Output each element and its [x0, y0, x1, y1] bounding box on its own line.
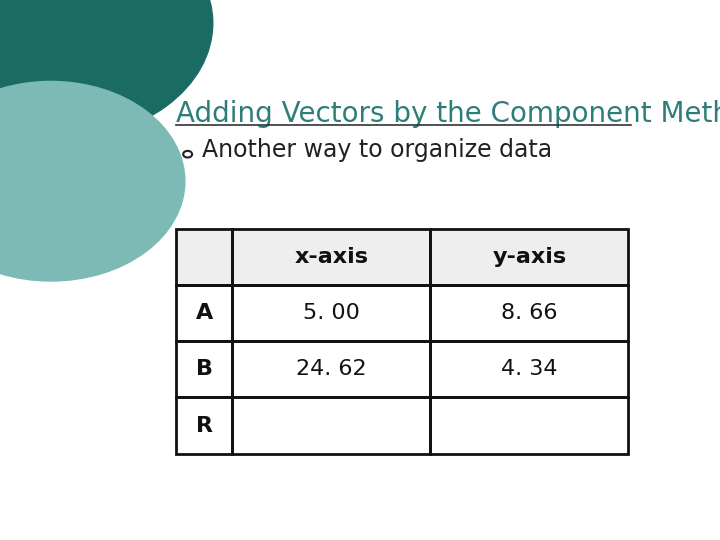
Bar	[176, 285, 233, 341]
Bar	[176, 229, 233, 285]
Bar	[431, 341, 629, 397]
Bar	[176, 397, 233, 454]
Bar	[233, 229, 431, 285]
Circle shape	[0, 82, 185, 281]
Bar	[176, 341, 233, 397]
Text: y-axis: y-axis	[492, 247, 567, 267]
Bar	[233, 397, 431, 454]
Text: 4. 34: 4. 34	[501, 360, 558, 380]
Text: Another way to organize data: Another way to organize data	[202, 138, 552, 162]
Bar	[233, 285, 431, 341]
Circle shape	[0, 0, 213, 140]
Bar	[431, 285, 629, 341]
Text: Adding Vectors by the Component Method: Adding Vectors by the Component Method	[176, 100, 720, 128]
Text: 24. 62: 24. 62	[296, 360, 366, 380]
Bar	[431, 341, 629, 397]
Text: 8. 66: 8. 66	[501, 303, 558, 323]
Text: B: B	[196, 360, 213, 380]
Bar	[431, 285, 629, 341]
Bar	[176, 229, 233, 285]
Bar	[233, 397, 431, 454]
Bar	[176, 397, 233, 454]
Text: 5. 00: 5. 00	[303, 303, 360, 323]
Bar	[431, 229, 629, 285]
Bar	[176, 285, 233, 341]
Bar	[233, 285, 431, 341]
Text: A: A	[196, 303, 213, 323]
Text: x-axis: x-axis	[294, 247, 369, 267]
Bar	[176, 341, 233, 397]
Bar	[431, 229, 629, 285]
Text: R: R	[196, 415, 213, 435]
Bar	[431, 397, 629, 454]
Bar	[233, 229, 431, 285]
Bar	[431, 397, 629, 454]
Bar	[233, 341, 431, 397]
Bar	[233, 341, 431, 397]
